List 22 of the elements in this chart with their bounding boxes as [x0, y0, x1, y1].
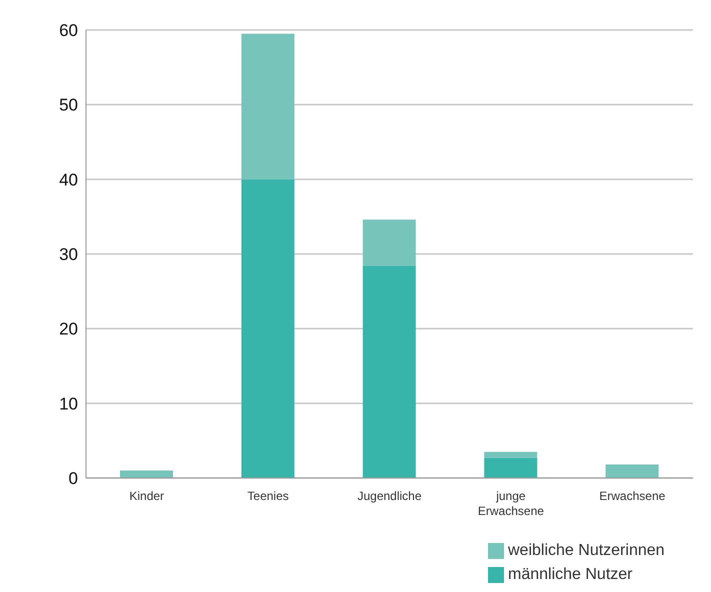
y-tick-label: 40	[59, 170, 78, 190]
y-tick-label: 0	[68, 469, 78, 488]
legend-label: weibliche Nutzerinnen	[508, 542, 665, 560]
bar	[241, 34, 294, 180]
bar	[120, 470, 173, 478]
y-tick-label: 60	[59, 21, 78, 40]
y-tick-label: 20	[59, 320, 78, 339]
x-tick-label: junge Erwachsene	[478, 489, 544, 518]
bar	[606, 464, 659, 478]
bar	[484, 458, 538, 478]
y-tick-label: 50	[59, 96, 78, 115]
bar	[241, 179, 294, 478]
x-tick-label: Erwachsene	[599, 489, 666, 503]
bar	[362, 220, 416, 266]
bar	[484, 452, 538, 458]
legend-label: männliche Nutzer	[508, 566, 632, 584]
y-tick-label: 10	[59, 394, 78, 414]
bar	[362, 266, 416, 478]
x-tick-label: Teenies	[247, 489, 289, 503]
x-tick-label: Kinder	[129, 489, 164, 503]
x-tick-label: Jugendliche	[357, 489, 422, 503]
y-tick-label: 30	[59, 245, 78, 264]
